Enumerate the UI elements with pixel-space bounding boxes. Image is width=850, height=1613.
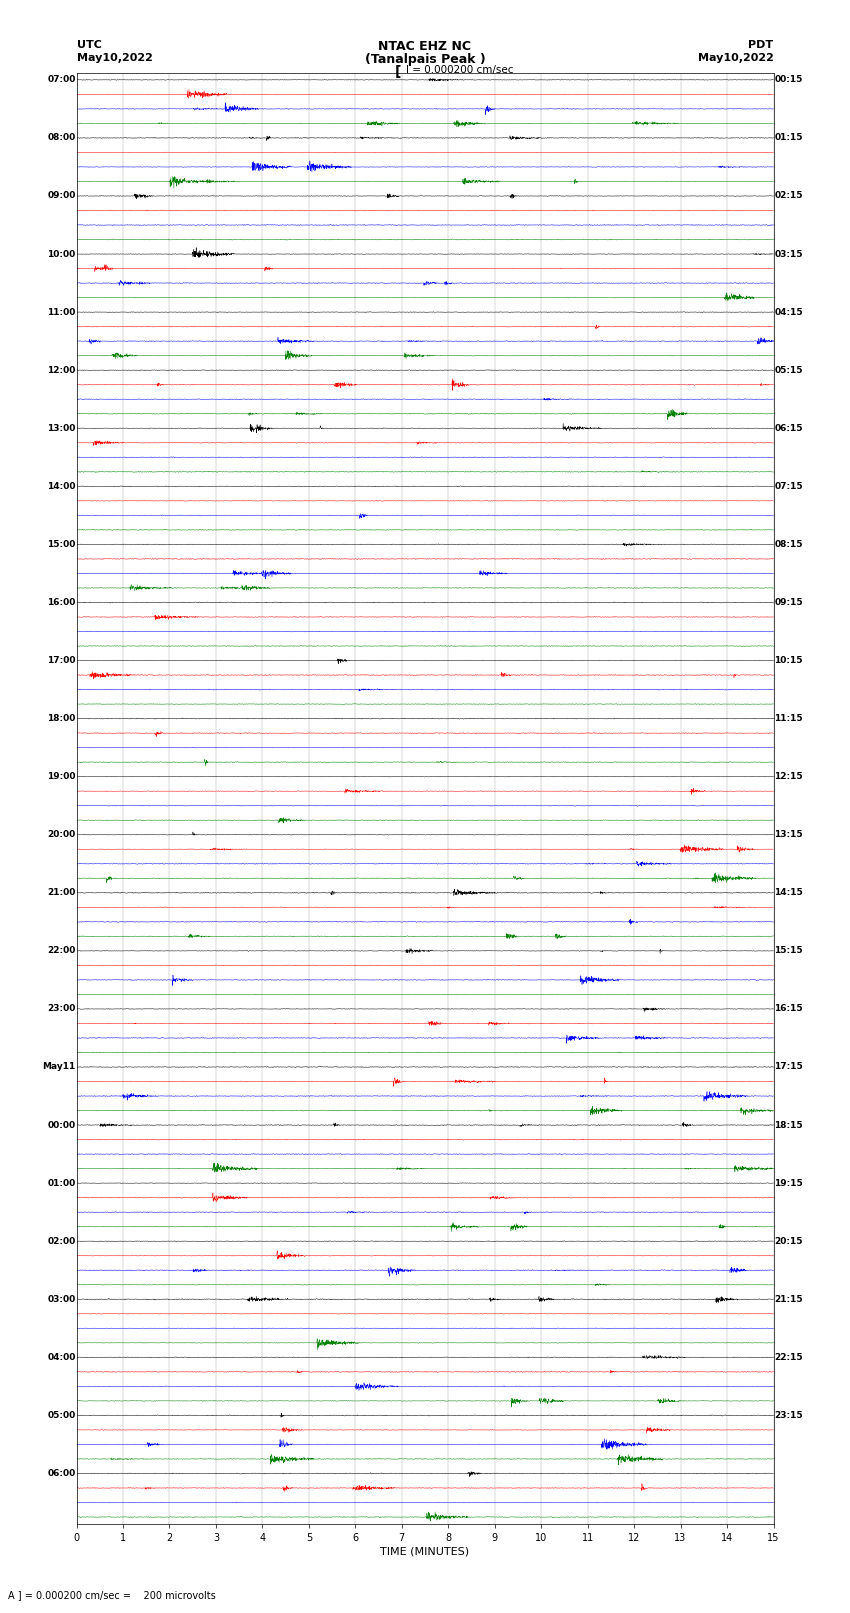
Text: 18:15: 18:15 (774, 1121, 803, 1129)
Text: May10,2022: May10,2022 (698, 53, 774, 63)
Text: May10,2022: May10,2022 (76, 53, 152, 63)
Text: 01:15: 01:15 (774, 134, 803, 142)
Text: [: [ (394, 65, 401, 79)
Text: 18:00: 18:00 (48, 715, 76, 723)
Text: 16:15: 16:15 (774, 1005, 803, 1013)
Text: I = 0.000200 cm/sec: I = 0.000200 cm/sec (406, 65, 513, 76)
Text: 23:00: 23:00 (48, 1005, 76, 1013)
Text: A ] = 0.000200 cm/sec =    200 microvolts: A ] = 0.000200 cm/sec = 200 microvolts (8, 1590, 216, 1600)
Text: 10:00: 10:00 (48, 250, 76, 258)
Text: PDT: PDT (748, 40, 774, 50)
Text: 07:15: 07:15 (774, 482, 803, 490)
Text: 23:15: 23:15 (774, 1411, 803, 1419)
Text: 11:15: 11:15 (774, 715, 803, 723)
Text: 00:15: 00:15 (774, 76, 802, 84)
Text: (Tanalpais Peak ): (Tanalpais Peak ) (365, 53, 485, 66)
Text: 14:15: 14:15 (774, 889, 803, 897)
Text: 10:15: 10:15 (774, 656, 803, 665)
Text: 19:00: 19:00 (47, 773, 76, 781)
Text: NTAC EHZ NC: NTAC EHZ NC (378, 40, 472, 53)
Text: 07:00: 07:00 (48, 76, 76, 84)
Text: 09:00: 09:00 (48, 192, 76, 200)
Text: 00:00: 00:00 (48, 1121, 76, 1129)
Text: 06:00: 06:00 (48, 1469, 76, 1478)
Text: 21:15: 21:15 (774, 1295, 803, 1303)
Text: 06:15: 06:15 (774, 424, 803, 432)
Text: 15:00: 15:00 (48, 540, 76, 548)
Text: 20:15: 20:15 (774, 1237, 803, 1245)
Text: 22:15: 22:15 (774, 1353, 803, 1361)
Text: 17:15: 17:15 (774, 1063, 803, 1071)
Text: 04:00: 04:00 (48, 1353, 76, 1361)
Text: 13:15: 13:15 (774, 831, 803, 839)
Text: UTC: UTC (76, 40, 101, 50)
Text: 05:00: 05:00 (48, 1411, 76, 1419)
Text: 12:00: 12:00 (48, 366, 76, 374)
Text: 15:15: 15:15 (774, 947, 803, 955)
Text: 09:15: 09:15 (774, 598, 803, 606)
Text: 08:15: 08:15 (774, 540, 803, 548)
Text: 16:00: 16:00 (48, 598, 76, 606)
Text: 08:00: 08:00 (48, 134, 76, 142)
Text: 03:00: 03:00 (48, 1295, 76, 1303)
Text: 19:15: 19:15 (774, 1179, 803, 1187)
Text: 13:00: 13:00 (48, 424, 76, 432)
Text: 21:00: 21:00 (48, 889, 76, 897)
Text: 20:00: 20:00 (48, 831, 76, 839)
Text: May11: May11 (42, 1063, 76, 1071)
Text: 02:15: 02:15 (774, 192, 803, 200)
Text: 22:00: 22:00 (48, 947, 76, 955)
Text: 02:00: 02:00 (48, 1237, 76, 1245)
Text: 12:15: 12:15 (774, 773, 803, 781)
Text: 01:00: 01:00 (48, 1179, 76, 1187)
Text: 14:00: 14:00 (47, 482, 76, 490)
Text: 17:00: 17:00 (47, 656, 76, 665)
Text: 11:00: 11:00 (48, 308, 76, 316)
Text: 04:15: 04:15 (774, 308, 803, 316)
Text: 05:15: 05:15 (774, 366, 803, 374)
X-axis label: TIME (MINUTES): TIME (MINUTES) (381, 1547, 469, 1557)
Text: 03:15: 03:15 (774, 250, 803, 258)
